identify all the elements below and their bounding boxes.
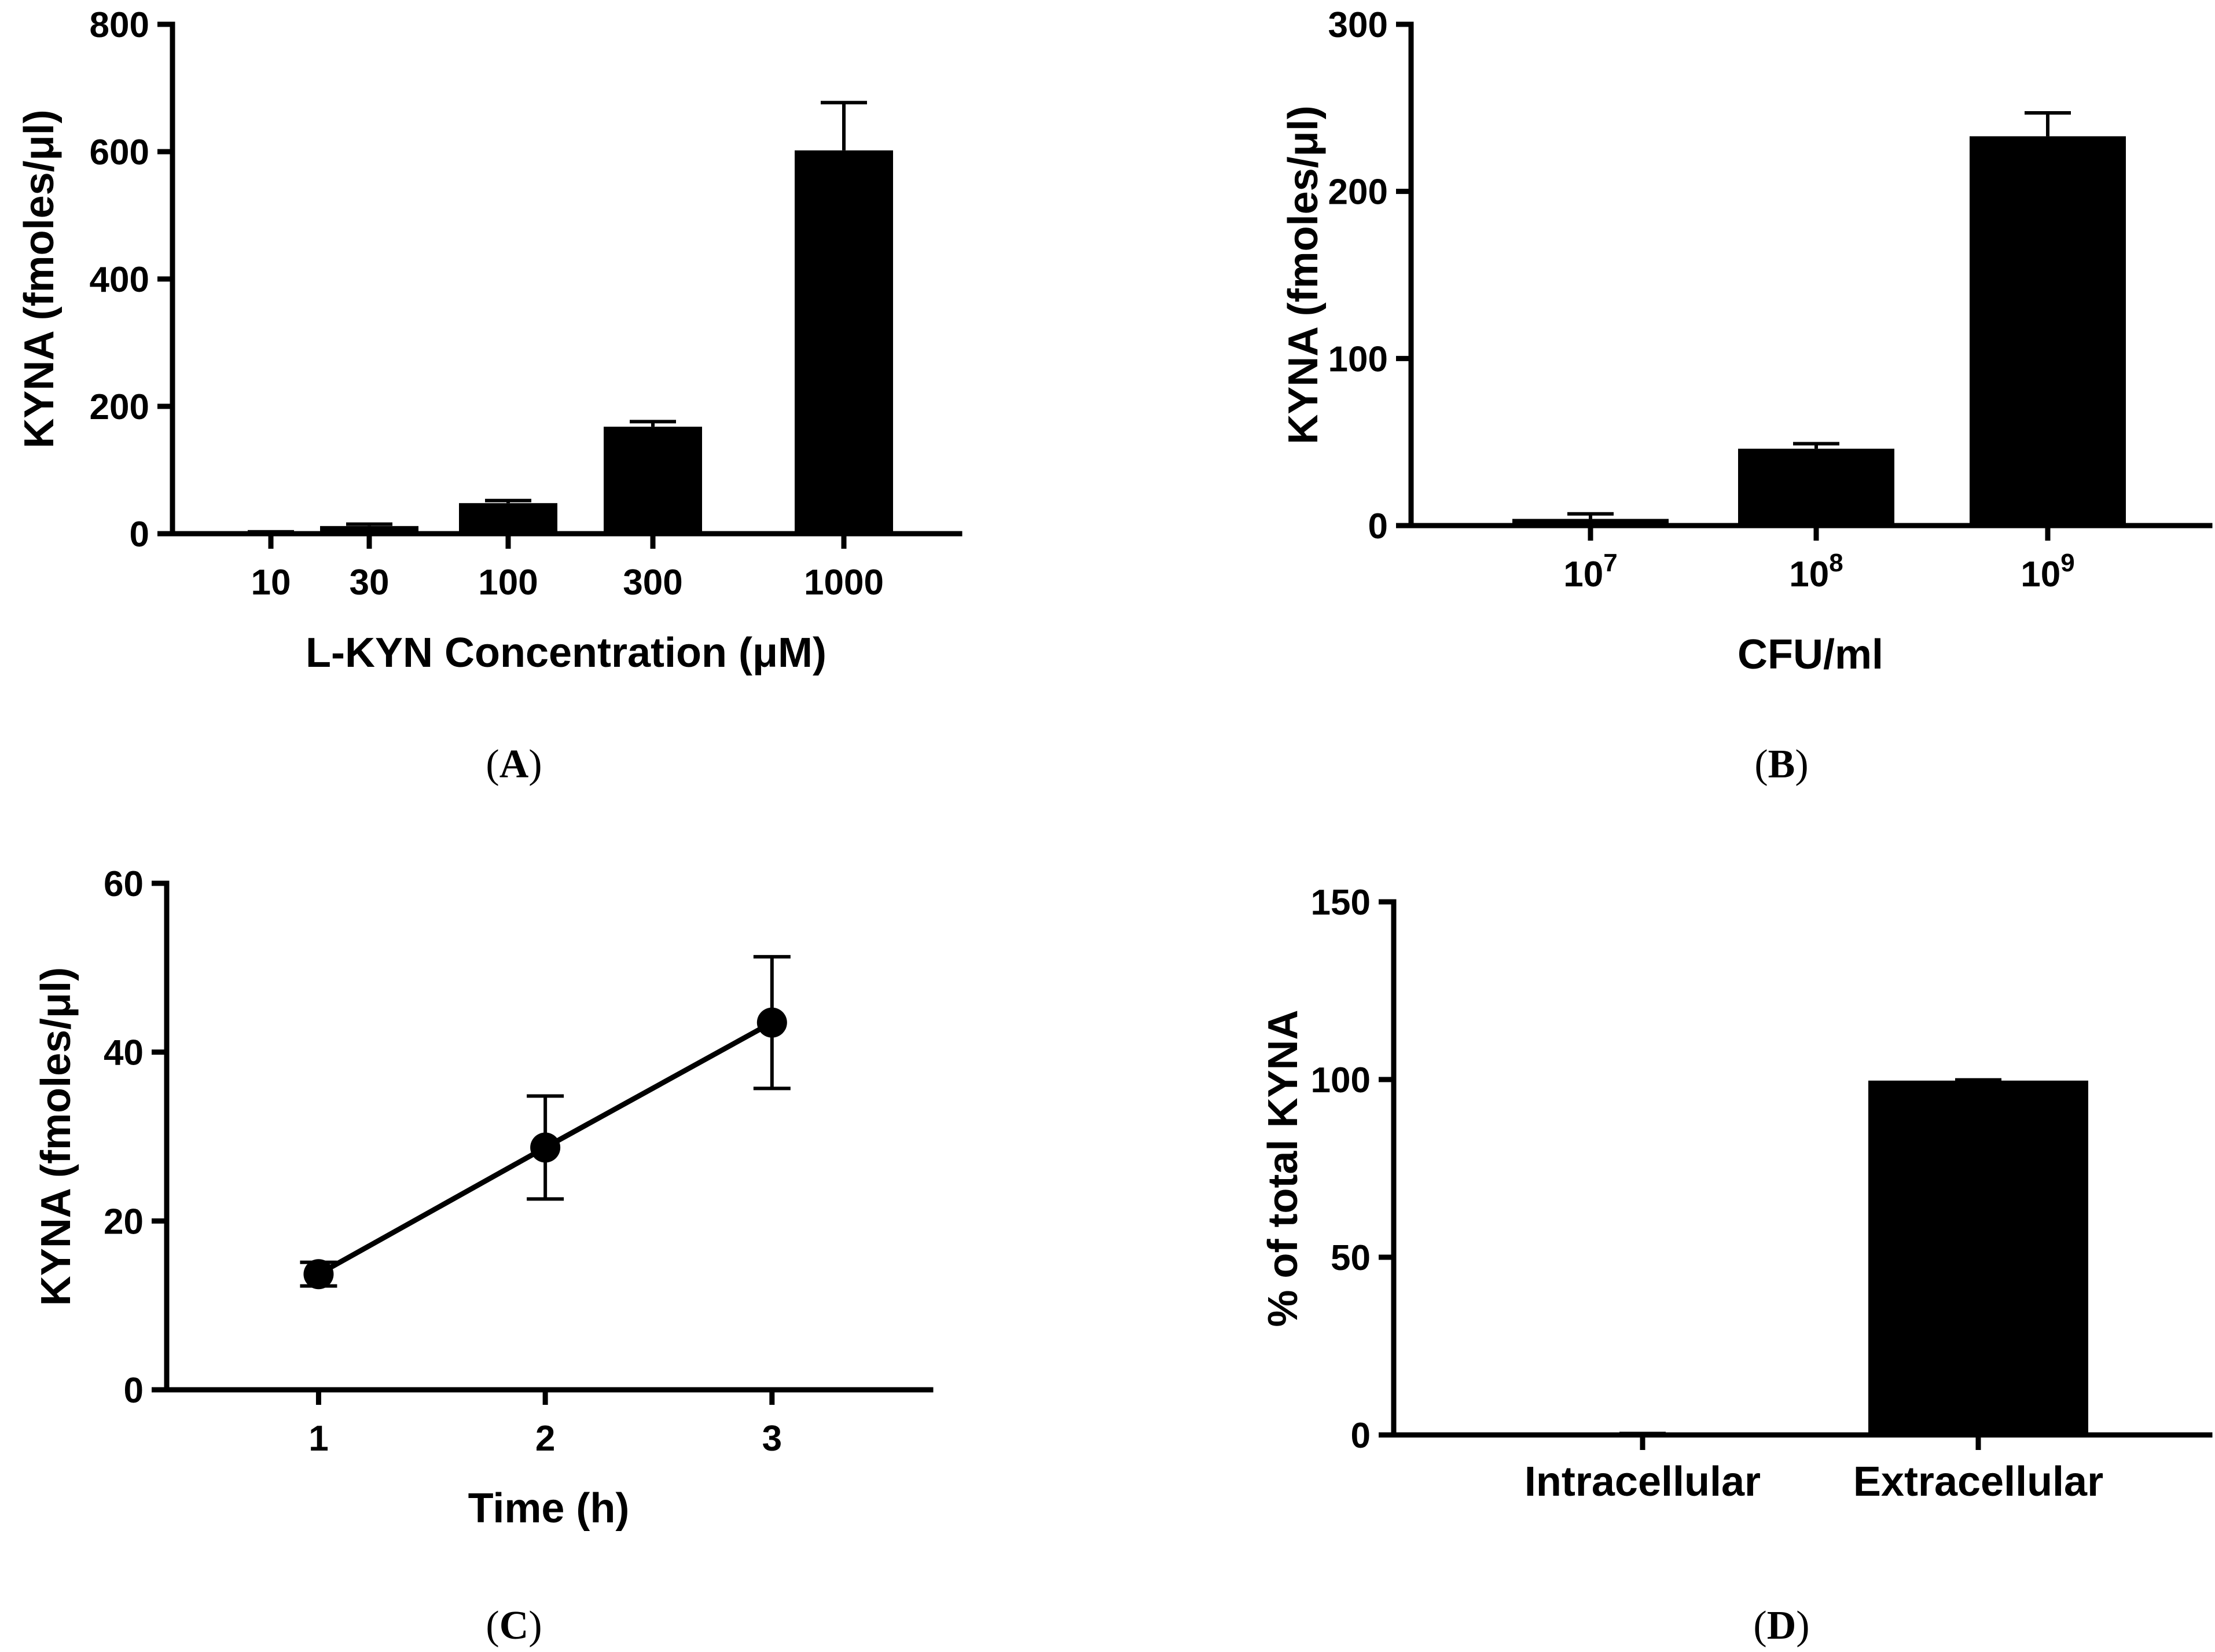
bar [1512,519,1669,526]
data-point [303,1259,334,1290]
panel-C: 0 20 40 60 KYNA (fmoles/μl) Time (h) (C) 1 2 3 [33,864,934,1648]
x-tick-label: 100 [478,563,538,603]
bar [320,526,418,534]
x-tick-label: 108 [1789,549,1843,594]
error-bar [346,522,392,526]
x-axis-title: CFU/ml [1738,632,1883,678]
y-tick-label: 200 [90,387,149,427]
panel-B: 0 100 200 300 KYNA (fmoles/μl) CFU/ml (B) 107 10… [1280,5,2213,787]
y-tick-label: 60 [104,864,144,904]
error-bar [485,498,531,504]
panel-label: (B) [1754,742,1808,787]
panel-label: (D) [1753,1603,1809,1648]
panel-D: 0 50 100 150 % of total KYNA (D) Intracellular… [1260,883,2213,1648]
error-bar [2025,111,2071,137]
x-tick-label: 1 [308,1419,328,1459]
bar [222,531,320,534]
y-tick-label: 600 [90,133,149,172]
error-bar [630,420,676,427]
y-tick-label: 100 [1311,1060,1371,1100]
x-tick-label: 300 [623,563,682,603]
y-tick-label: 200 [1328,172,1388,212]
y-tick-label: 40 [104,1033,144,1073]
y-tick-label: 0 [1368,506,1388,546]
y-tick-label: 20 [104,1202,144,1242]
y-axis-title: KYNA (fmoles/μl) [16,109,63,448]
x-tick-label: 3 [762,1419,782,1459]
x-tick-label: Intracellular [1525,1459,1761,1505]
data-point [530,1132,561,1163]
bar [1970,136,2126,526]
y-tick-label: 300 [1328,5,1388,45]
y-tick-label: 400 [90,260,149,300]
x-tick-label: 109 [2021,549,2074,594]
error-bar [1567,512,1614,519]
y-tick-label: 100 [1328,339,1388,379]
panel-label: (A) [486,742,542,787]
error-bar [821,101,867,150]
y-tick-label: 150 [1311,883,1371,923]
x-tick-label: 1000 [804,563,884,603]
y-axis-title: % of total KYNA [1260,1010,1306,1327]
bar [1868,1080,2088,1435]
y-tick-label: 0 [130,515,149,555]
y-axis-title: KYNA (fmoles/μl) [33,967,79,1306]
y-tick-label: 50 [1331,1238,1371,1278]
x-tick-label: Extracellular [1853,1459,2103,1505]
y-tick-label: 0 [1351,1416,1371,1456]
panel-A: 0 200 400 600 800 KYNA (fmoles/μl) L-KYN Conce… [16,5,963,787]
x-tick-label: 2 [535,1419,555,1459]
bar [1738,449,1894,526]
data-point [756,1007,787,1038]
panel-label: (C) [486,1603,542,1648]
bar [604,427,702,534]
y-tick-label: 0 [124,1371,144,1411]
x-tick-label: 30 [350,563,390,603]
y-axis-title: KYNA (fmoles/μl) [1280,105,1327,444]
error-bar [1955,1078,2001,1082]
x-axis-title: Time (h) [468,1485,630,1532]
x-tick-label: 10 [251,563,291,603]
bar [1533,1433,1753,1435]
bar [459,503,557,534]
bar [795,150,893,534]
error-bar [1793,442,1839,449]
y-tick-label: 800 [90,5,149,45]
x-axis-title: L-KYN Concentration (μM) [306,630,827,676]
x-tick-label: 107 [1563,549,1617,594]
